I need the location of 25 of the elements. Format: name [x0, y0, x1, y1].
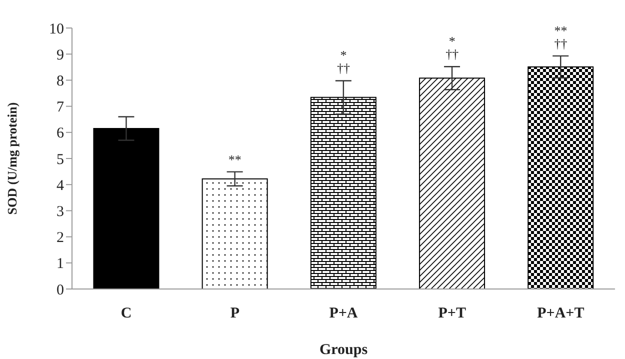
x-axis-title: Groups	[319, 342, 368, 358]
annotation: ††	[446, 46, 460, 62]
y-tick-label: 0	[56, 282, 64, 298]
x-tick-label: P+A	[329, 306, 358, 322]
y-tick-label: 2	[56, 230, 64, 246]
annotation: ††	[337, 60, 350, 76]
y-tick-label: 5	[56, 152, 64, 168]
y-tick-label: 7	[56, 100, 64, 116]
x-tick-label: P+A+T	[537, 306, 584, 322]
annotation: **	[228, 152, 242, 167]
y-tick-label: 10	[49, 21, 64, 38]
y-tick-label: 6	[56, 126, 64, 142]
annotation: ††	[554, 36, 568, 51]
x-tick-label: P+T	[438, 306, 466, 322]
y-axis-title: SOD (U/mg protein)	[4, 102, 20, 215]
y-tick-label: 8	[56, 74, 64, 90]
x-tick-label: P	[230, 306, 240, 322]
annotation: **	[554, 22, 568, 38]
y-tick-label: 4	[56, 178, 64, 194]
y-tick-label: 1	[56, 256, 64, 272]
y-tick-label: 9	[56, 47, 64, 64]
y-tick-label: 3	[56, 204, 64, 220]
x-tick-label: C	[120, 306, 132, 322]
annotation: *	[448, 34, 456, 49]
annotation: *	[340, 48, 347, 63]
